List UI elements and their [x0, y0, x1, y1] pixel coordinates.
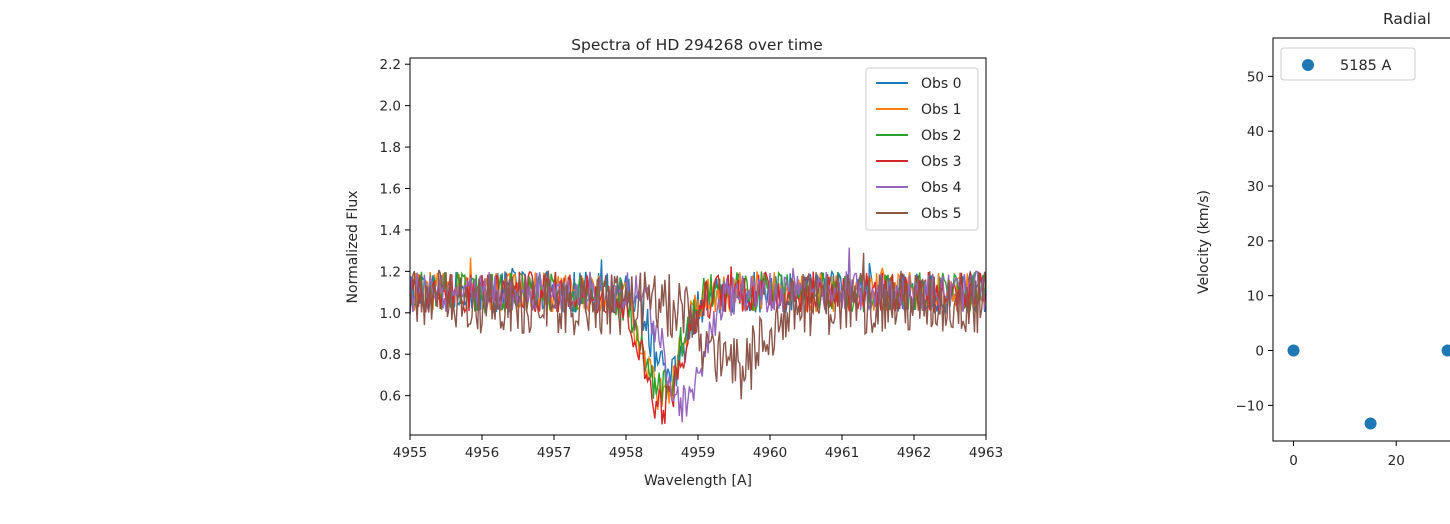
y-tick-label: 1.6 — [380, 182, 401, 198]
legend-entry: Obs 1 — [921, 102, 962, 118]
y-axis-ticks: −10 0 10 20 30 40 50 — [1236, 69, 1273, 414]
data-point — [1287, 344, 1300, 357]
legend: 5185 A — [1280, 47, 1416, 81]
legend-entry: 5185 A — [1340, 58, 1392, 74]
y-axis-ticks: 0.6 0.8 1.0 1.2 1.4 1.6 1.8 2.0 2.2 — [380, 57, 410, 405]
data-point — [1364, 417, 1377, 430]
x-tick-label: 4955 — [393, 445, 427, 461]
data-point — [1441, 344, 1450, 357]
y-tick-label: 50 — [1247, 69, 1264, 85]
y-tick-label: 1.0 — [380, 306, 401, 322]
x-tick-label: 4958 — [609, 445, 643, 461]
legend-entry: Obs 2 — [921, 128, 962, 144]
y-tick-label: 1.4 — [380, 223, 401, 239]
radial-velocity-chart: Radial 0 20 −10 0 10 20 30 40 50 Velocity (km/s… — [1196, 10, 1450, 469]
y-tick-label: 2.2 — [380, 57, 401, 73]
legend-swatch — [1302, 59, 1314, 71]
chart-title: Radial — [1383, 10, 1431, 28]
y-tick-label: 1.8 — [380, 140, 401, 156]
y-tick-label: 30 — [1247, 179, 1264, 195]
x-tick-label: 4962 — [897, 445, 931, 461]
spectra-chart: Spectra of HD 294268 over time 4955 4956 4… — [345, 36, 1003, 489]
x-tick-label: 4956 — [465, 445, 499, 461]
x-tick-label: 4960 — [753, 445, 787, 461]
y-tick-label: 0.8 — [380, 347, 401, 363]
y-tick-label: 40 — [1247, 124, 1264, 140]
legend-entry: Obs 3 — [921, 154, 962, 170]
y-axis-label: Velocity (km/s) — [1196, 190, 1212, 294]
y-tick-label: 20 — [1247, 234, 1264, 250]
x-axis-ticks: 0 20 — [1289, 441, 1405, 469]
y-tick-label: 1.2 — [380, 264, 401, 280]
legend-box — [1280, 47, 1416, 81]
x-tick-label: 4957 — [537, 445, 571, 461]
series-line-obs-5 — [409, 252, 987, 400]
legend: Obs 0 Obs 1 Obs 2 Obs 3 Obs 4 Obs 5 — [865, 67, 979, 231]
y-tick-label: 0 — [1255, 344, 1264, 360]
plot-frame — [1272, 37, 1450, 442]
series-lines — [409, 247, 987, 425]
y-axis-label: Normalized Flux — [345, 191, 361, 304]
x-axis-ticks: 4955 4956 4957 4958 4959 4960 4961 4962 4963 — [393, 435, 1003, 461]
chart-title: Spectra of HD 294268 over time — [571, 36, 823, 54]
y-tick-label: 10 — [1247, 289, 1264, 305]
legend-entry: Obs 5 — [921, 206, 962, 222]
y-tick-label: 2.0 — [380, 99, 401, 115]
legend-entry: Obs 0 — [921, 76, 962, 92]
x-axis-label: Wavelength [A] — [644, 473, 752, 489]
series-points — [1287, 344, 1450, 430]
x-tick-label: 4959 — [681, 445, 715, 461]
legend-entry: Obs 4 — [921, 180, 962, 196]
x-tick-label: 4963 — [969, 445, 1003, 461]
x-tick-label: 4961 — [825, 445, 859, 461]
x-tick-label: 20 — [1388, 453, 1405, 469]
y-tick-label: −10 — [1236, 398, 1265, 414]
y-tick-label: 0.6 — [380, 389, 401, 405]
x-tick-label: 0 — [1289, 453, 1298, 469]
